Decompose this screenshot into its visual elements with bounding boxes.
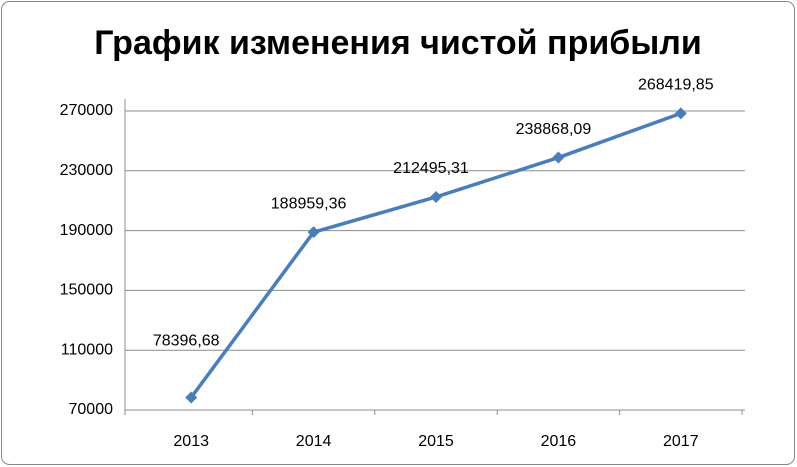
y-tick-label: 150000 bbox=[60, 282, 113, 299]
data-label: 78396,68 bbox=[153, 333, 220, 350]
x-tick-label: 2017 bbox=[663, 433, 699, 450]
x-tick-label: 2016 bbox=[541, 433, 577, 450]
y-tick-label: 70000 bbox=[69, 401, 114, 418]
data-point bbox=[430, 190, 442, 203]
data-point bbox=[307, 226, 320, 239]
data-point bbox=[552, 151, 565, 164]
data-point bbox=[185, 391, 198, 404]
data-label: 188959,36 bbox=[271, 195, 347, 212]
y-tick-label: 270000 bbox=[60, 102, 113, 119]
x-tick-label: 2014 bbox=[296, 433, 332, 450]
x-tick-label: 2015 bbox=[418, 433, 454, 450]
data-label: 268419,85 bbox=[638, 77, 714, 94]
x-tick-label: 2013 bbox=[173, 433, 209, 450]
data-label: 212495,31 bbox=[393, 160, 469, 177]
y-tick-label: 190000 bbox=[60, 222, 113, 239]
y-tick-label: 110000 bbox=[61, 341, 113, 358]
data-label: 238868,09 bbox=[516, 121, 592, 138]
chart-title: График изменения чистой прибыли bbox=[94, 24, 702, 62]
data-point bbox=[674, 107, 687, 120]
y-tick-label: 230000 bbox=[60, 162, 113, 179]
